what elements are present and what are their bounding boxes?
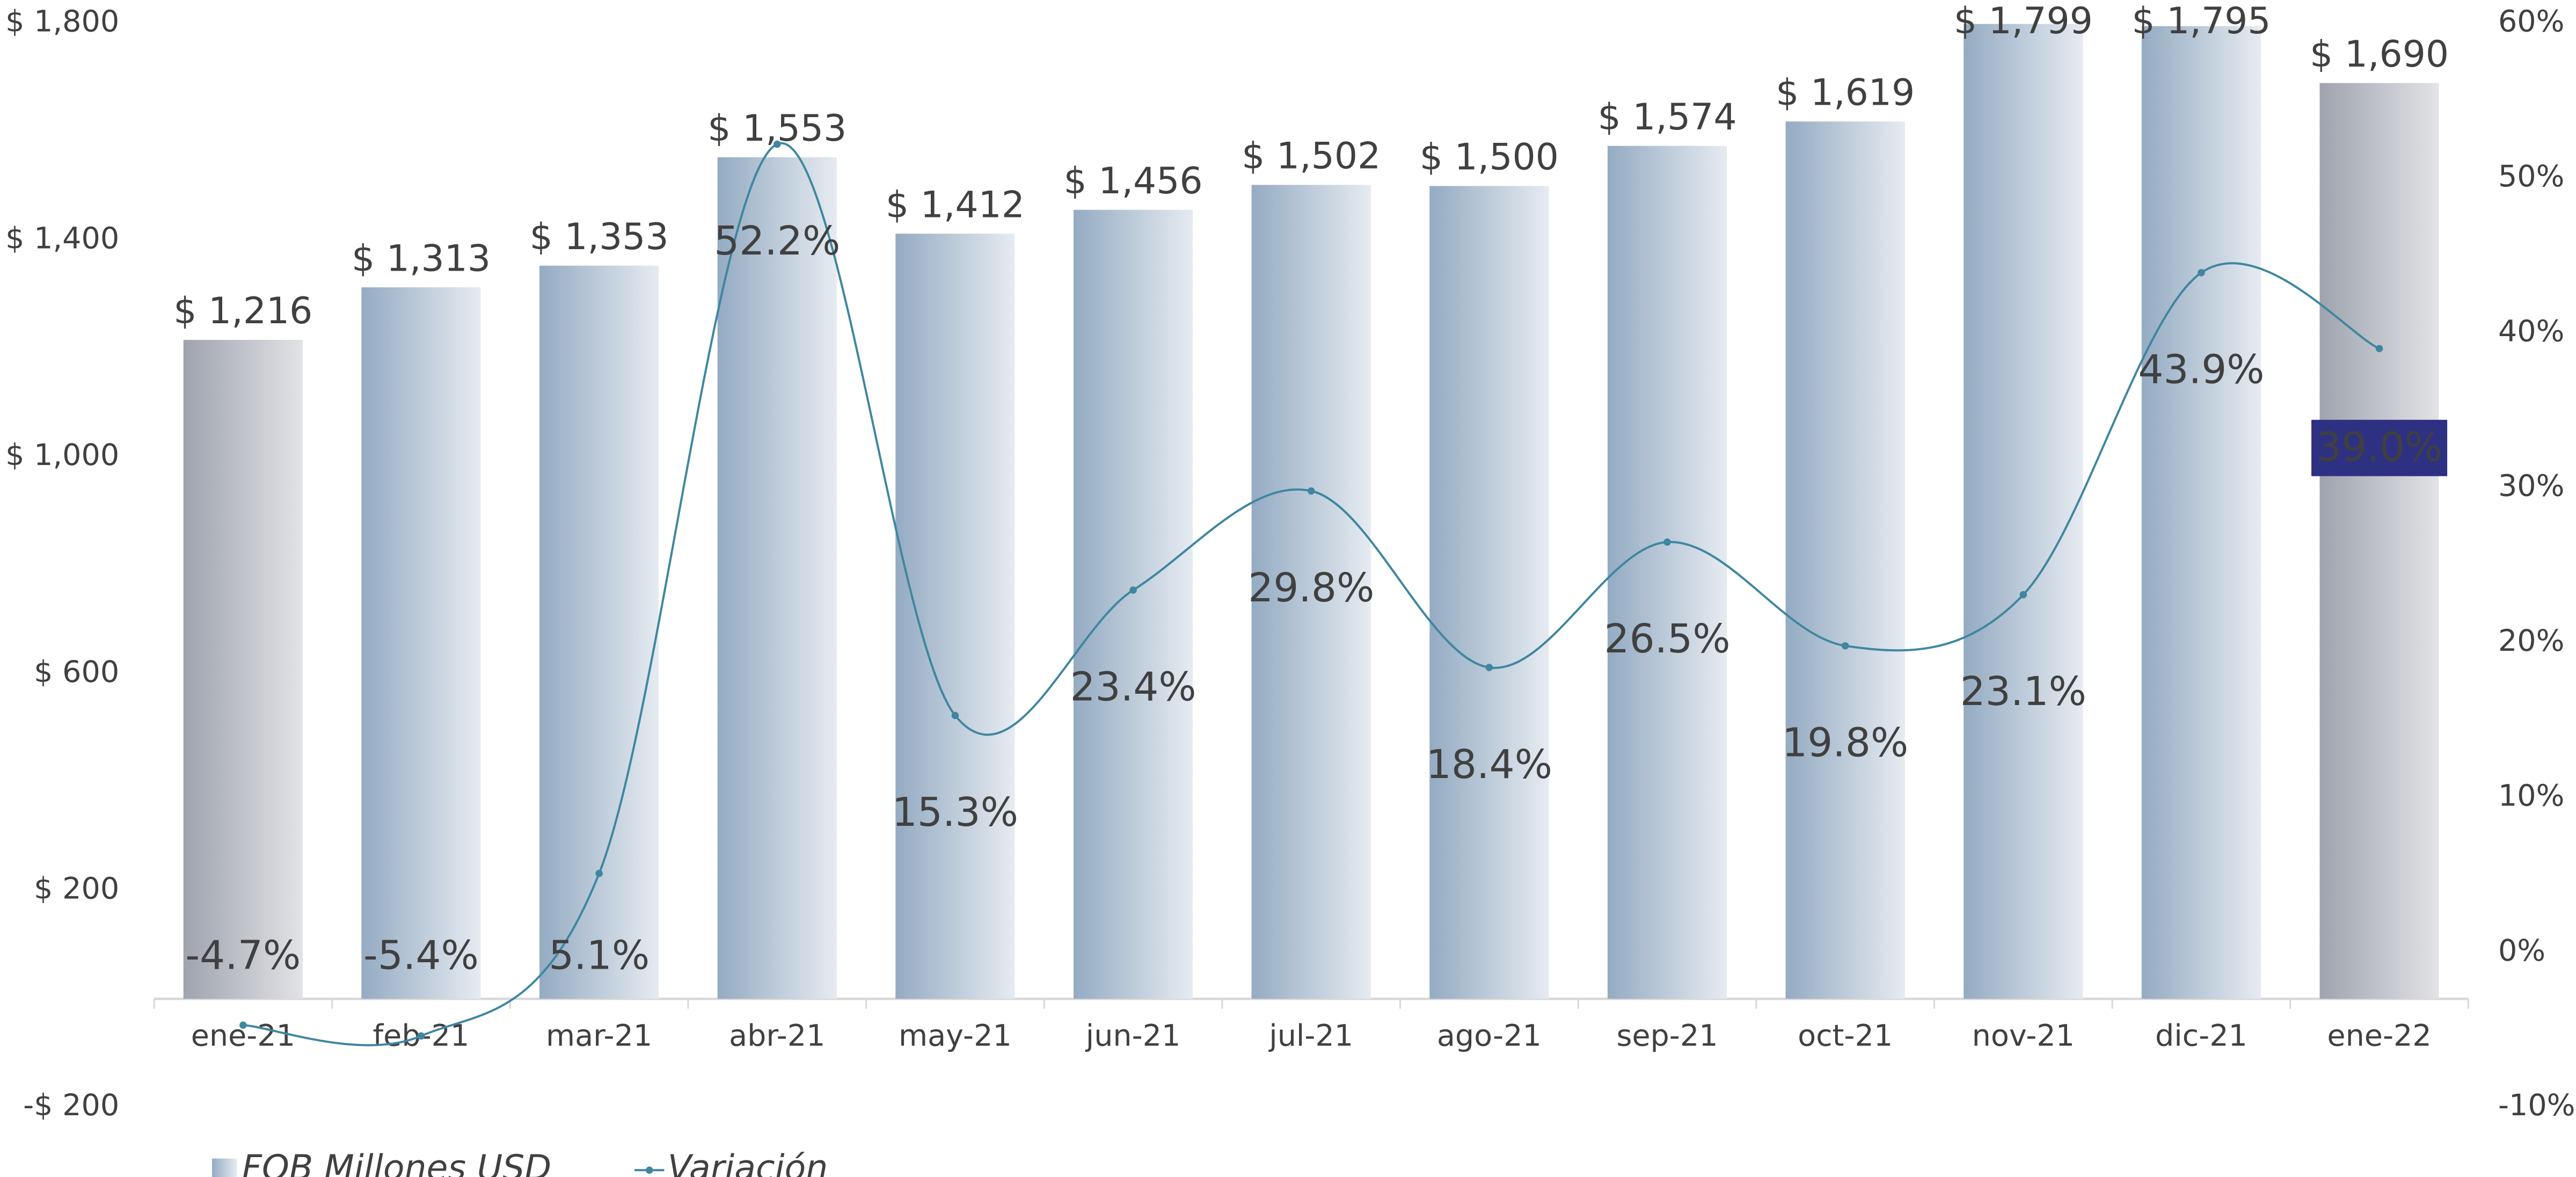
bar-value-label: $ 1,456	[1064, 160, 1203, 202]
line-point	[951, 711, 959, 720]
bar-value-label: $ 1,795	[2132, 0, 2271, 42]
x-tick-label: jul-21	[1268, 1018, 1353, 1053]
bar	[2141, 26, 2261, 999]
bar-value-label: $ 1,353	[530, 216, 669, 258]
x-tick-label: oct-21	[1798, 1018, 1893, 1053]
y2-tick-label: 50%	[2498, 159, 2564, 194]
line-point	[1485, 664, 1493, 671]
y2-tick-label: 40%	[2498, 314, 2564, 348]
y-tick-label: $ 200	[34, 871, 119, 906]
line	[243, 142, 2380, 1047]
y2-tick-label: 60%	[2498, 4, 2564, 39]
x-tick-label: jun-21	[1085, 1018, 1181, 1053]
y-tick-label: $ 1,000	[5, 438, 119, 473]
line-value-label: 52.2%	[714, 218, 840, 264]
line-point	[1663, 538, 1671, 546]
line-point	[1841, 642, 1849, 650]
bar	[1429, 186, 1549, 999]
line-value-label: 26.5%	[1604, 616, 1730, 662]
bar	[183, 339, 303, 999]
line-value-label: 18.4%	[1426, 742, 1552, 788]
x-tick-label: sep-21	[1616, 1018, 1718, 1053]
line-point	[595, 869, 603, 877]
bar	[539, 265, 659, 999]
y-tick-label: -$ 200	[23, 1088, 119, 1123]
line-point	[2375, 345, 2383, 352]
y2-tick-label: -10%	[2498, 1088, 2575, 1123]
legend-label: Variación	[668, 1148, 828, 1177]
bar-value-label: $ 1,690	[2310, 33, 2449, 76]
x-tick-label: may-21	[899, 1018, 1012, 1053]
line-point	[417, 1032, 425, 1040]
y2-tick-label: 20%	[2498, 623, 2564, 658]
bar-value-label: $ 1,313	[352, 237, 491, 280]
line-value-label: -5.4%	[363, 933, 479, 979]
line-value-label: 23.1%	[1960, 669, 2086, 715]
line-value-label: 15.3%	[892, 789, 1018, 835]
line-point	[773, 140, 781, 148]
line-point	[1307, 487, 1315, 495]
bar-value-label: $ 1,500	[1420, 136, 1559, 179]
line-value-label: -4.7%	[185, 933, 301, 979]
line-point	[2019, 591, 2027, 599]
bar	[2319, 83, 2439, 999]
bar-value-label: $ 1,412	[886, 184, 1025, 226]
bar-value-label: $ 1,574	[1597, 96, 1736, 139]
y2-tick-label: 30%	[2498, 469, 2564, 504]
line-value-label: 23.4%	[1070, 664, 1196, 710]
bar	[361, 287, 481, 999]
line-value-label: 5.1%	[549, 933, 650, 979]
bar	[895, 234, 1015, 999]
bar-value-label: $ 1,216	[173, 290, 312, 332]
bar-value-label: $ 1,799	[1954, 0, 2093, 42]
bar	[1964, 24, 2083, 999]
legend-marker	[645, 1166, 653, 1174]
x-tick-label: nov-21	[1972, 1018, 2075, 1053]
x-tick-label: mar-21	[546, 1018, 652, 1053]
bar	[1073, 209, 1193, 999]
y-tick-label: $ 600	[34, 655, 119, 689]
x-tick-label: dic-21	[2155, 1018, 2247, 1053]
y2-tick-label: 0%	[2498, 933, 2545, 968]
line-value-label: 39.0%	[2316, 424, 2442, 470]
line-value-label: 43.9%	[2138, 347, 2264, 393]
bar	[1251, 185, 1371, 999]
line-value-label: 19.8%	[1782, 720, 1908, 766]
x-tick-label: ene-22	[2327, 1018, 2431, 1053]
line-point	[2198, 269, 2205, 277]
y-tick-label: $ 1,800	[5, 4, 119, 39]
bar	[1785, 121, 1905, 999]
legend-swatch	[212, 1158, 237, 1177]
bar-value-label: $ 1,502	[1242, 135, 1381, 178]
x-tick-label: abr-21	[729, 1018, 825, 1053]
y2-tick-label: 10%	[2498, 778, 2564, 813]
x-tick-label: ago-21	[1437, 1018, 1542, 1053]
legend-label: FOB Millones USD	[242, 1148, 552, 1177]
bar	[717, 157, 837, 999]
line-point	[239, 1021, 247, 1029]
highlight-box	[2311, 419, 2448, 476]
line-point	[1129, 586, 1137, 594]
bar	[1607, 146, 1727, 999]
bar-value-label: $ 1,619	[1776, 71, 1915, 114]
y-tick-label: $ 1,400	[5, 221, 119, 256]
line-value-label: 29.8%	[1248, 565, 1374, 611]
